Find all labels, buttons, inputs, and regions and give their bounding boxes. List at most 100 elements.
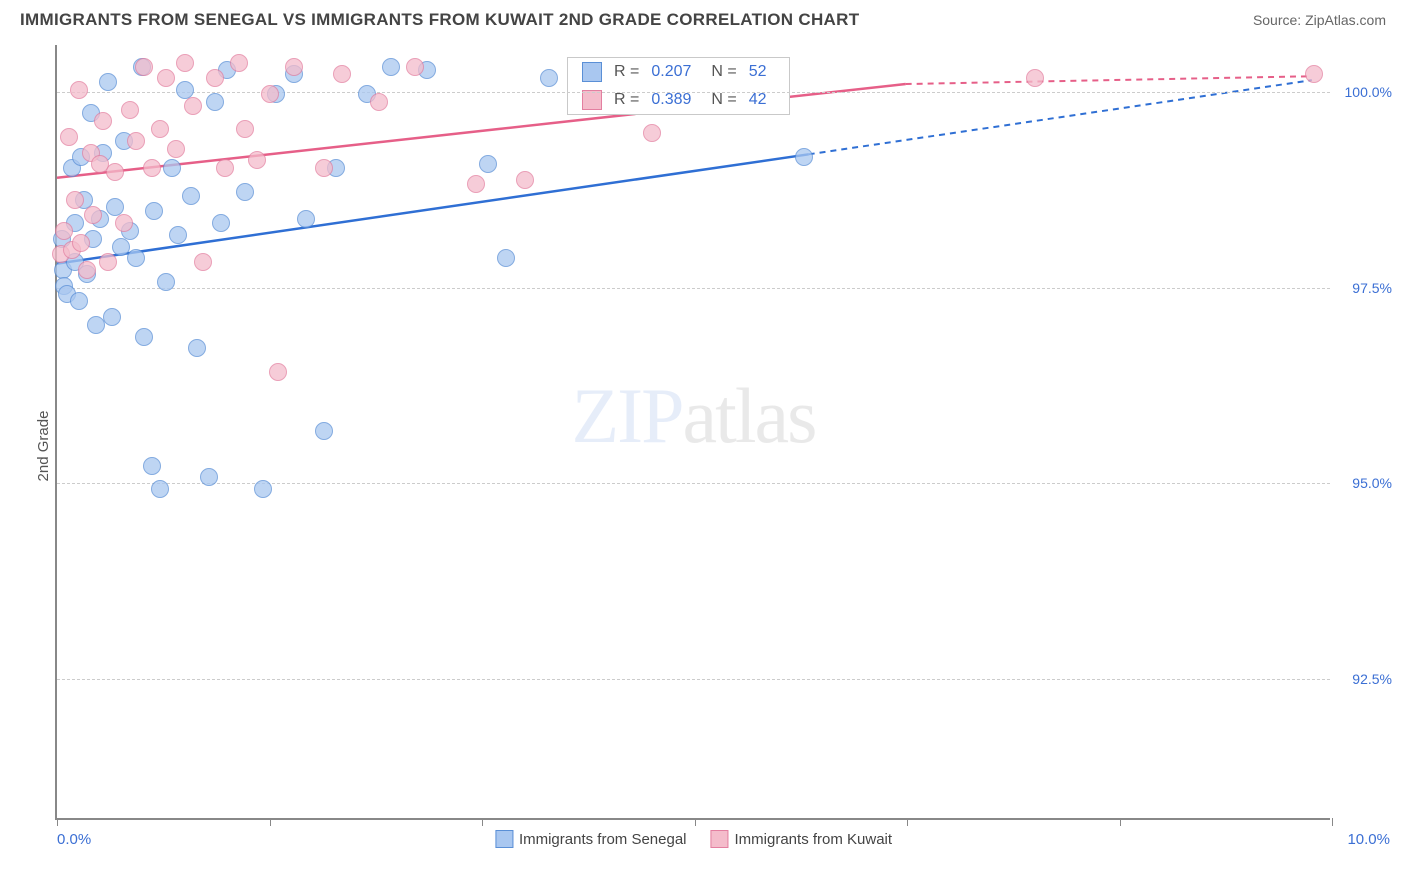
data-point (143, 159, 161, 177)
data-point (145, 202, 163, 220)
x-tick (482, 818, 483, 826)
stat-row: R = 0.389 N = 42 (568, 86, 789, 114)
data-point (254, 480, 272, 498)
x-tick (1120, 818, 1121, 826)
data-point (176, 54, 194, 72)
data-point (236, 120, 254, 138)
data-point (157, 69, 175, 87)
x-tick (695, 818, 696, 826)
gridline (57, 679, 1330, 680)
chart-source: Source: ZipAtlas.com (1253, 12, 1386, 28)
data-point (94, 112, 112, 130)
data-point (216, 159, 234, 177)
data-point (99, 73, 117, 91)
data-point (540, 69, 558, 87)
data-point (479, 155, 497, 173)
data-point (60, 128, 78, 146)
data-point (163, 159, 181, 177)
data-point (194, 253, 212, 271)
source-label: Source: (1253, 12, 1301, 28)
data-point (200, 468, 218, 486)
data-point (157, 273, 175, 291)
chart-header: IMMIGRANTS FROM SENEGAL VS IMMIGRANTS FR… (0, 0, 1406, 38)
data-point (182, 187, 200, 205)
y-tick-label: 92.5% (1352, 671, 1392, 687)
legend-item: Immigrants from Senegal (495, 830, 687, 848)
data-point (127, 132, 145, 150)
data-point (70, 292, 88, 310)
data-point (297, 210, 315, 228)
stat-r-value: 0.389 (651, 91, 691, 109)
data-point (1026, 69, 1044, 87)
x-tick (57, 818, 58, 826)
data-point (151, 120, 169, 138)
stat-n-value: 42 (749, 91, 767, 109)
data-point (188, 339, 206, 357)
stat-r-label: R = (614, 91, 639, 109)
data-point (167, 140, 185, 158)
y-axis-label: 2nd Grade (35, 411, 52, 482)
stat-swatch (582, 90, 602, 110)
correlation-stats-box: R = 0.207 N = 52 R = 0.389 N = 42 (567, 57, 790, 115)
data-point (106, 163, 124, 181)
data-point (84, 206, 102, 224)
legend-swatch (495, 830, 513, 848)
stat-n-label: N = (711, 91, 736, 109)
x-tick (1332, 818, 1333, 826)
legend-label: Immigrants from Kuwait (735, 831, 893, 848)
stat-r-value: 0.207 (651, 63, 691, 81)
data-point (99, 253, 117, 271)
data-point (370, 93, 388, 111)
data-point (206, 69, 224, 87)
data-point (121, 101, 139, 119)
legend-label: Immigrants from Senegal (519, 831, 687, 848)
data-point (315, 422, 333, 440)
data-point (285, 58, 303, 76)
stat-n-label: N = (711, 63, 736, 81)
data-point (382, 58, 400, 76)
data-point (497, 249, 515, 267)
data-point (248, 151, 266, 169)
data-point (516, 171, 534, 189)
data-point (115, 214, 133, 232)
x-tick (270, 818, 271, 826)
watermark: ZIPatlas (572, 371, 816, 461)
source-link[interactable]: ZipAtlas.com (1305, 12, 1386, 28)
y-tick-label: 97.5% (1352, 280, 1392, 296)
x-tick (907, 818, 908, 826)
watermark-atlas: atlas (683, 372, 816, 459)
data-point (236, 183, 254, 201)
data-point (206, 93, 224, 111)
data-point (315, 159, 333, 177)
data-point (78, 261, 96, 279)
data-point (143, 457, 161, 475)
data-point (169, 226, 187, 244)
scatter-chart: ZIPatlas R =0.207N =52R =0.389N =42 0.0%… (55, 45, 1330, 820)
legend-swatch (711, 830, 729, 848)
data-point (1305, 65, 1323, 83)
data-point (184, 97, 202, 115)
stat-row: R = 0.207 N = 52 (568, 58, 789, 86)
stat-n-value: 52 (749, 63, 767, 81)
data-point (72, 234, 90, 252)
data-point (70, 81, 88, 99)
data-point (151, 480, 169, 498)
data-point (135, 328, 153, 346)
gridline (57, 92, 1330, 93)
y-tick-label: 95.0% (1352, 475, 1392, 491)
gridline (57, 483, 1330, 484)
data-point (66, 191, 84, 209)
trend-line-dashed (906, 76, 1312, 84)
y-tick-label: 100.0% (1345, 84, 1392, 100)
legend: Immigrants from Senegal Immigrants from K… (495, 830, 892, 848)
data-point (103, 308, 121, 326)
data-point (333, 65, 351, 83)
chart-title: IMMIGRANTS FROM SENEGAL VS IMMIGRANTS FR… (20, 10, 859, 30)
x-axis-max-label: 10.0% (1347, 831, 1390, 848)
data-point (212, 214, 230, 232)
data-point (261, 85, 279, 103)
data-point (135, 58, 153, 76)
data-point (230, 54, 248, 72)
stat-swatch (582, 62, 602, 82)
stat-r-label: R = (614, 63, 639, 81)
